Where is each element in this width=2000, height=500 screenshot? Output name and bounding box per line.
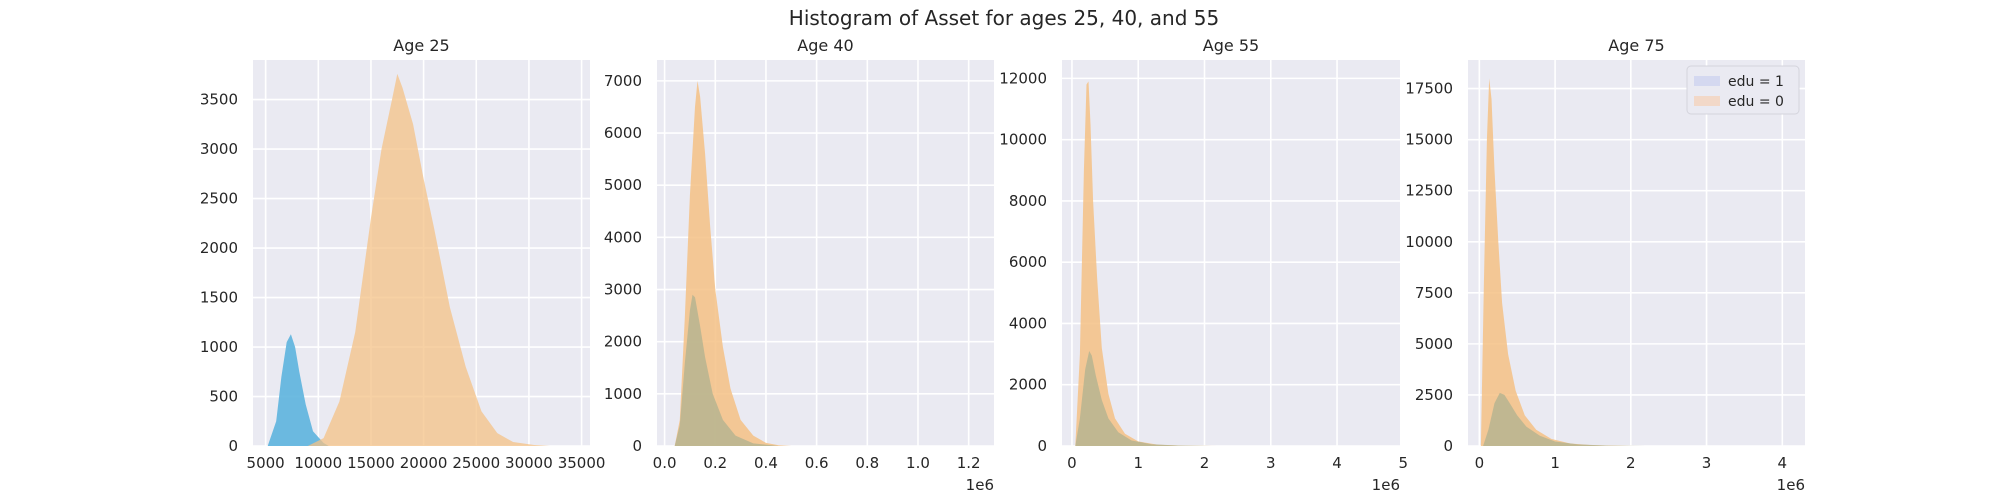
- y-tick-label: 0: [1443, 437, 1453, 455]
- x-tick-label: 1: [1550, 454, 1560, 472]
- subplot-2: 0.0 0.2 0.4 0.6 0.8 1.0 1.2 0 1000 2000 3000 4000 50…: [604, 36, 994, 494]
- x-tick-label: 4: [1778, 454, 1788, 472]
- x-tick-label: 0: [1475, 454, 1485, 472]
- y-tick-label: 10000: [999, 131, 1047, 149]
- y-tick-label: 12000: [999, 69, 1047, 87]
- y-tick-label: 12500: [1405, 182, 1453, 200]
- x-tick-label: 15000: [347, 454, 395, 472]
- subplot-title: Age 55: [1203, 36, 1259, 55]
- x-tick-label: 35000: [558, 454, 606, 472]
- y-tick-label: 500: [209, 388, 238, 406]
- x-tick-label: 3: [1266, 454, 1276, 472]
- y-tick-label: 2000: [200, 239, 238, 257]
- y-tick-label: 5000: [1415, 335, 1453, 353]
- y-tick-label: 6000: [1009, 253, 1047, 271]
- subplot-title: Age 25: [393, 36, 449, 55]
- histogram-series-2: [674, 294, 779, 446]
- y-tick-label: 4000: [1009, 314, 1047, 332]
- y-tick-label: 6000: [604, 124, 642, 142]
- y-tick-label: 0: [228, 437, 238, 455]
- x-tick-label: 1: [1133, 454, 1143, 472]
- x-tick-label: 25000: [452, 454, 500, 472]
- histogram-series-2: [1483, 392, 1646, 446]
- y-tick-label: 3500: [200, 91, 238, 109]
- x-tick-label: 4: [1332, 454, 1342, 472]
- y-tick-label: 2500: [1415, 386, 1453, 404]
- x-tick-label: 3: [1702, 454, 1712, 472]
- subplot-title: Age 40: [797, 36, 853, 55]
- y-tick-label: 4000: [604, 228, 642, 246]
- plot-area: [1062, 60, 1400, 446]
- x-offset-text: 1e6: [1372, 476, 1400, 494]
- histogram-series-2: [1075, 351, 1212, 446]
- y-tick-label: 3000: [604, 281, 642, 299]
- x-tick-label: 30000: [505, 454, 553, 472]
- subplot-title: Age 75: [1608, 36, 1664, 55]
- y-tick-label: 2500: [200, 190, 238, 208]
- legend-label-edu-1: edu = 1: [1728, 74, 1784, 90]
- legend-swatch-edu-1: [1694, 76, 1720, 86]
- histogram-series-2: [307, 73, 550, 447]
- x-tick-label: 0.0: [653, 454, 677, 472]
- y-tick-label: 7500: [1415, 284, 1453, 302]
- y-tick-label: 2000: [604, 333, 642, 351]
- y-tick-label: 15000: [1405, 131, 1453, 149]
- subplot-4: 0 1 2 3 4 0 2500 5000 7500 10000 12500 15000 17500 Ag…: [1405, 36, 1805, 494]
- subplot-3: 0 1 2 3 4 5 0 2000 4000 6000 8000 10000 12000 Age 55 1…: [999, 36, 1408, 494]
- x-tick-label: 0: [1067, 454, 1077, 472]
- legend-label-edu-0: edu = 0: [1728, 94, 1784, 110]
- x-tick-label: 20000: [400, 454, 448, 472]
- x-tick-label: 5000: [247, 454, 285, 472]
- x-tick-label: 2: [1200, 454, 1210, 472]
- y-tick-label: 0: [632, 437, 642, 455]
- x-offset-text: 1e6: [966, 476, 994, 494]
- x-tick-label: 1.2: [957, 454, 981, 472]
- y-tick-label: 17500: [1405, 80, 1453, 98]
- y-tick-label: 1000: [200, 338, 238, 356]
- plot-area: [1468, 60, 1805, 446]
- x-tick-label: 0.8: [855, 454, 879, 472]
- y-tick-label: 5000: [604, 176, 642, 194]
- subplot-1: 5000 10000 15000 20000 25000 30000 35000 0 500 10…: [200, 36, 606, 472]
- x-tick-label: 0.6: [805, 454, 829, 472]
- y-tick-label: 8000: [1009, 192, 1047, 210]
- x-tick-label: 10000: [294, 454, 342, 472]
- y-tick-label: 10000: [1405, 233, 1453, 251]
- y-tick-label: 0: [1037, 437, 1047, 455]
- y-tick-label: 7000: [604, 72, 642, 90]
- x-tick-label: 5: [1399, 454, 1409, 472]
- figure-title: Histogram of Asset for ages 25, 40, and …: [789, 6, 1219, 30]
- x-tick-label: 0.4: [754, 454, 778, 472]
- x-offset-text: 1e6: [1777, 476, 1805, 494]
- x-tick-label: 2: [1626, 454, 1636, 472]
- histogram-series-1: [267, 334, 329, 446]
- y-tick-label: 1500: [200, 289, 238, 307]
- legend-swatch-edu-0: [1694, 96, 1720, 106]
- y-tick-label: 2000: [1009, 376, 1047, 394]
- x-tick-label: 1.0: [906, 454, 930, 472]
- y-tick-label: 1000: [604, 385, 642, 403]
- y-tick-label: 3000: [200, 140, 238, 158]
- x-tick-label: 0.2: [703, 454, 727, 472]
